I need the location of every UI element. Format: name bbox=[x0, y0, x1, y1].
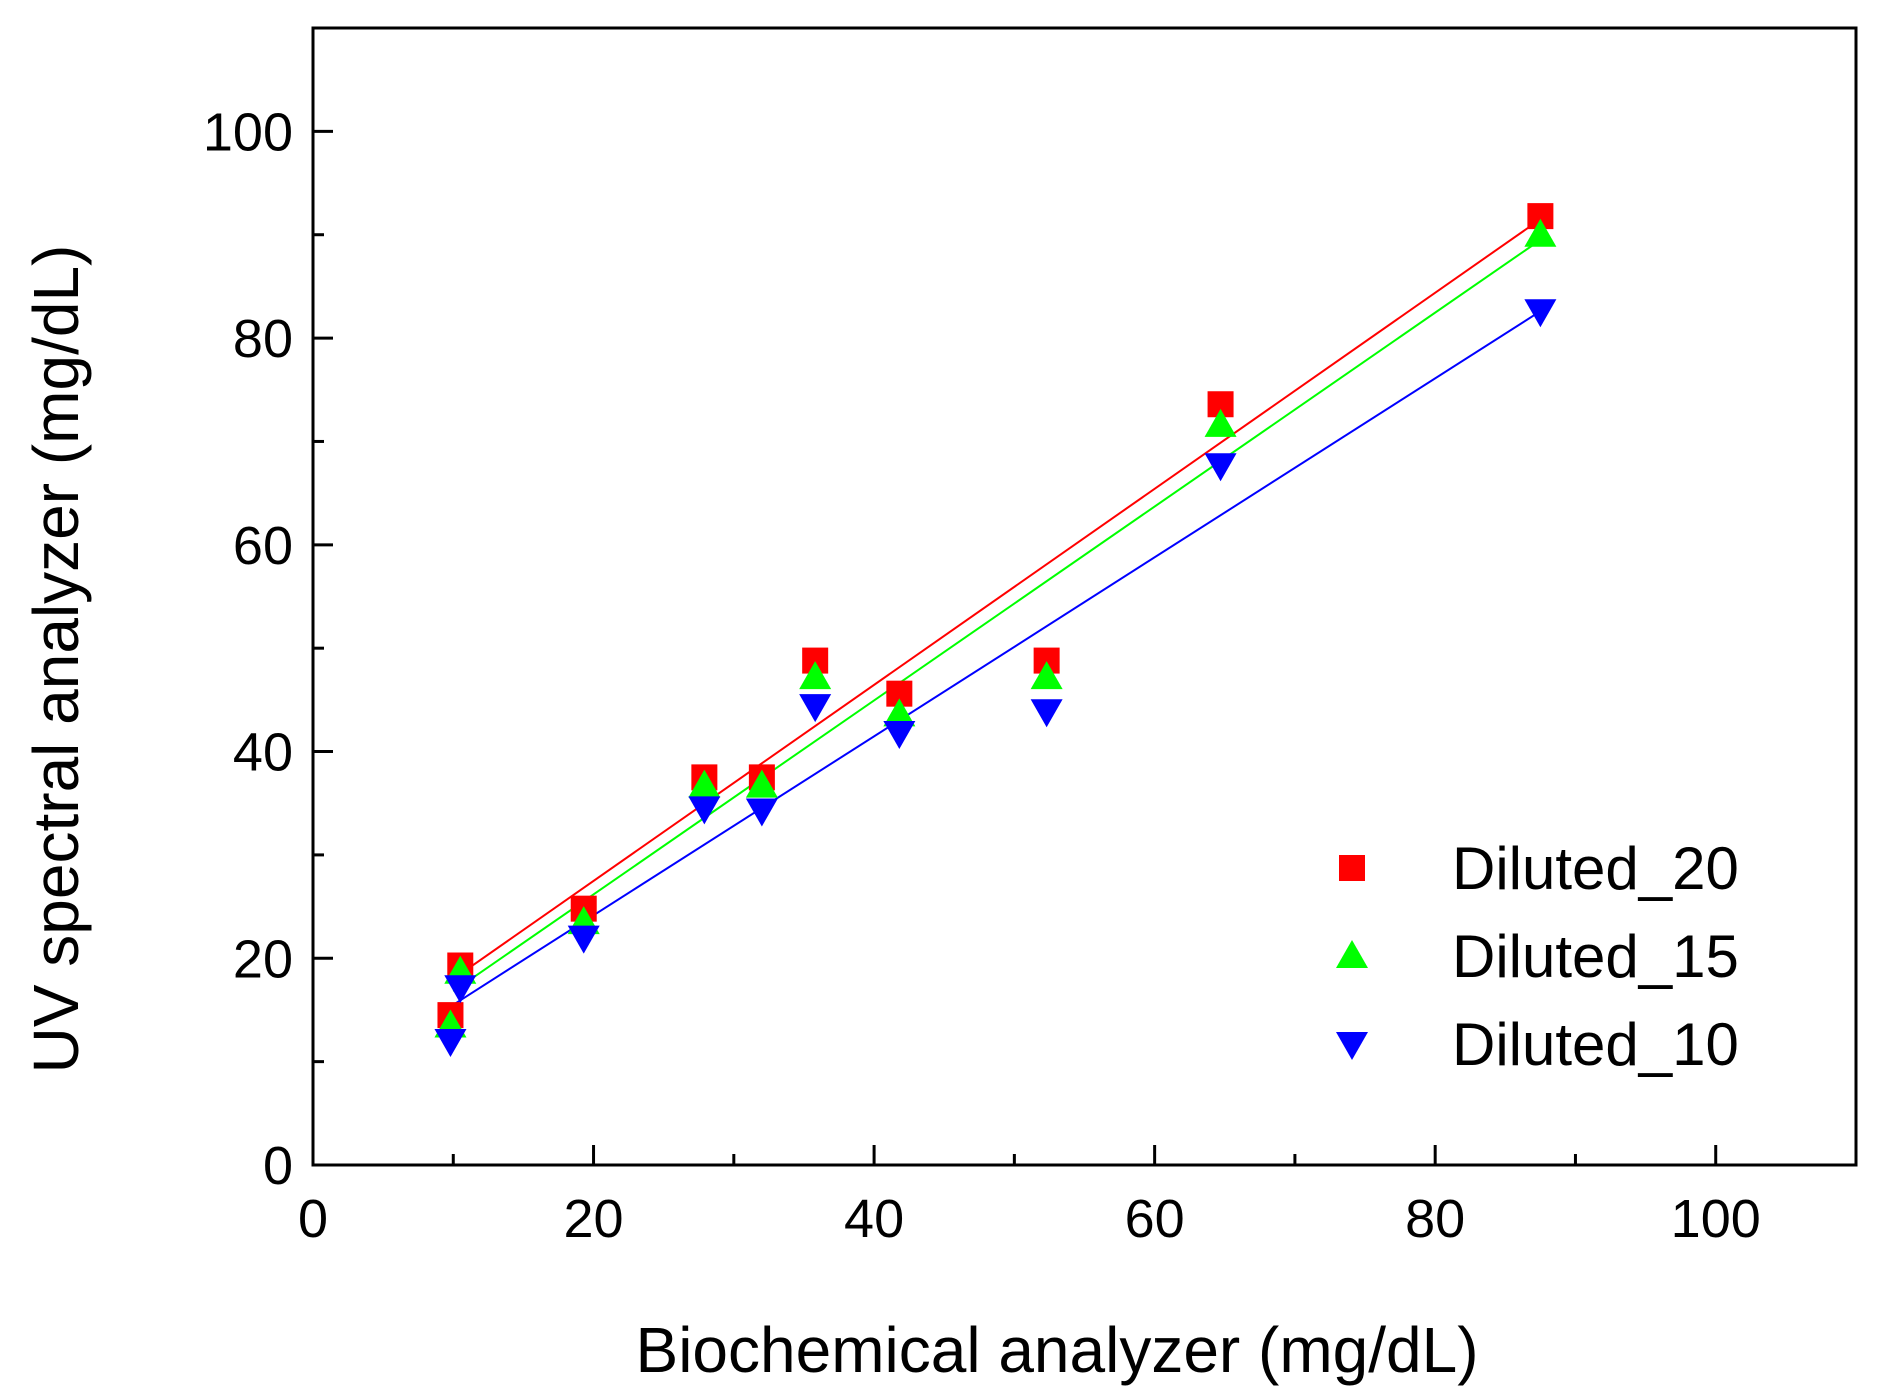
y-axis-title: UV spectral analyzer (mg/dL) bbox=[20, 245, 92, 1074]
data-markers bbox=[434, 203, 1557, 1057]
y-tick-label: 100 bbox=[203, 102, 293, 162]
legend-marker bbox=[1336, 940, 1368, 968]
series-diluted-10 bbox=[434, 299, 1557, 1057]
legend-item: Diluted_20 bbox=[1339, 835, 1739, 902]
legend-marker bbox=[1339, 855, 1365, 881]
data-point bbox=[1204, 408, 1237, 437]
data-point bbox=[799, 694, 832, 723]
fit-lines bbox=[452, 218, 1541, 1006]
data-point bbox=[688, 796, 721, 825]
data-point bbox=[745, 798, 778, 827]
fit-line-diluted-20 bbox=[452, 218, 1541, 980]
data-point bbox=[444, 975, 477, 1004]
data-point bbox=[567, 925, 600, 954]
data-point bbox=[883, 720, 916, 749]
legend-item: Diluted_10 bbox=[1336, 1011, 1739, 1078]
legend-label: Diluted_10 bbox=[1452, 1011, 1739, 1078]
legend-label: Diluted_20 bbox=[1452, 835, 1739, 902]
data-point bbox=[1030, 699, 1063, 728]
x-tick-label: 60 bbox=[1125, 1189, 1185, 1249]
data-point bbox=[745, 769, 778, 798]
y-axis-tick-labels: 0 20 40 60 80 100 bbox=[203, 102, 293, 1196]
y-tick-label: 80 bbox=[233, 309, 293, 369]
data-point bbox=[434, 1028, 467, 1057]
legend-label: Diluted_15 bbox=[1452, 923, 1739, 990]
data-point bbox=[1524, 299, 1557, 328]
x-axis-tick-labels: 0 20 40 60 80 100 bbox=[298, 1189, 1761, 1249]
x-axis-title: Biochemical analyzer (mg/dL) bbox=[636, 1314, 1479, 1386]
y-tick-label: 40 bbox=[233, 723, 293, 783]
plot-frame bbox=[311, 26, 1858, 1167]
data-point bbox=[799, 661, 832, 690]
y-axis-ticks bbox=[313, 26, 333, 1167]
y-tick-label: 0 bbox=[263, 1136, 293, 1196]
legend-item: Diluted_15 bbox=[1336, 923, 1739, 990]
x-tick-label: 40 bbox=[844, 1189, 904, 1249]
y-tick-label: 20 bbox=[233, 929, 293, 989]
data-point bbox=[1030, 661, 1063, 690]
legend-marker bbox=[1336, 1032, 1368, 1060]
x-axis-ticks bbox=[311, 1145, 1858, 1165]
data-point bbox=[1524, 218, 1557, 247]
data-point bbox=[1204, 453, 1237, 482]
x-tick-label: 0 bbox=[298, 1189, 328, 1249]
y-tick-label: 60 bbox=[233, 516, 293, 576]
data-point bbox=[883, 698, 916, 727]
x-tick-label: 100 bbox=[1671, 1189, 1761, 1249]
fit-line-diluted-10 bbox=[452, 310, 1541, 1006]
x-tick-label: 20 bbox=[564, 1189, 624, 1249]
x-tick-label: 80 bbox=[1405, 1189, 1465, 1249]
legend: Diluted_20 Diluted_15 Diluted_10 bbox=[1336, 835, 1739, 1078]
data-point bbox=[688, 769, 721, 798]
fit-line-diluted-15 bbox=[452, 239, 1541, 993]
